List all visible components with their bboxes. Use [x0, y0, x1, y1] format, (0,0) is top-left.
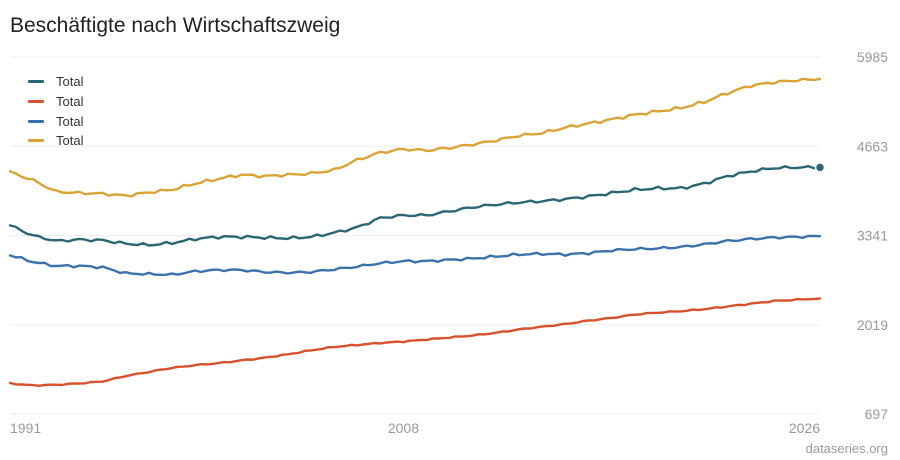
legend-swatch — [28, 80, 44, 84]
series-line — [8, 297, 822, 387]
y-tick-label: 3341 — [857, 228, 888, 244]
source-credit: dataseries.org — [805, 441, 888, 456]
legend-item[interactable]: Total — [28, 72, 83, 92]
legend-swatch — [28, 139, 44, 143]
y-tick-label: 697 — [865, 406, 889, 422]
y-tick-label: 5985 — [857, 49, 888, 65]
chart-title: Beschäftigte nach Wirtschaftszweig — [10, 14, 341, 37]
legend-item[interactable]: Total — [28, 92, 83, 112]
series-line — [8, 234, 822, 276]
x-tick-label: 1991 — [10, 420, 41, 436]
legend-label: Total — [56, 113, 84, 129]
legend-label: Total — [56, 94, 84, 110]
legend-swatch — [28, 100, 44, 104]
series-line — [8, 77, 822, 198]
y-tick-label: 2019 — [857, 317, 888, 333]
x-tick-label: 2026 — [789, 420, 820, 436]
legend-label: Total — [56, 133, 84, 149]
legend-swatch — [28, 119, 44, 123]
legend-item[interactable]: Total — [28, 131, 83, 151]
legend-item[interactable]: Total — [28, 111, 83, 131]
series-line — [8, 165, 822, 247]
y-tick-label: 4663 — [857, 138, 888, 154]
series-end-marker — [814, 162, 826, 173]
legend: Total Total Total Total — [28, 72, 83, 151]
legend-label: Total — [56, 74, 84, 90]
x-tick-label: 2008 — [388, 420, 419, 436]
